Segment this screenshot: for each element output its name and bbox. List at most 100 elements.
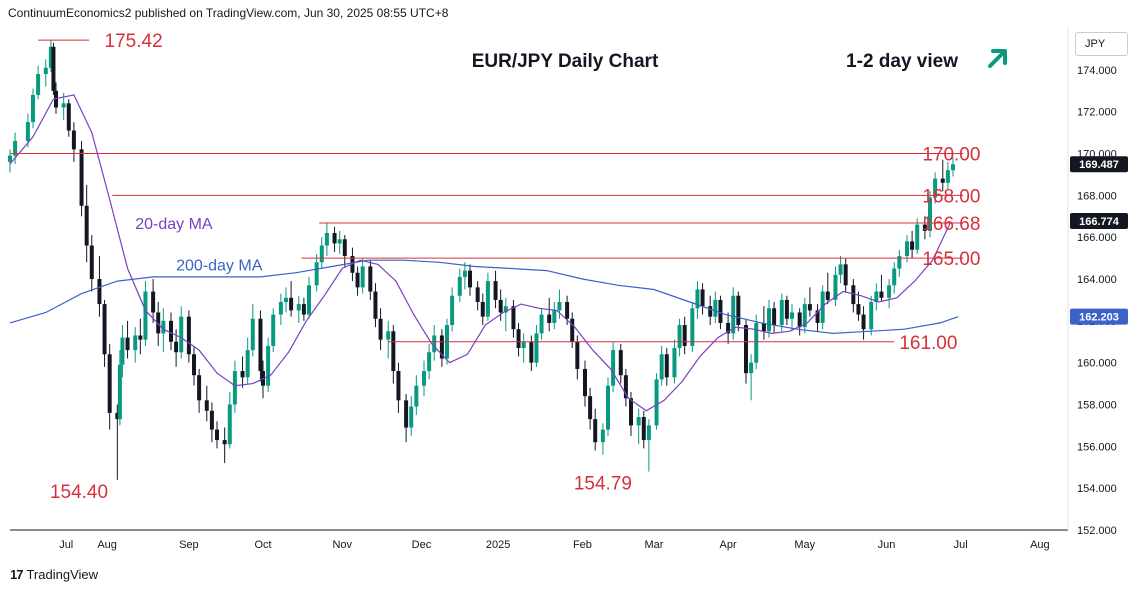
x-tick-label: Feb bbox=[573, 539, 592, 551]
ma-line bbox=[9, 259, 959, 335]
footer-brand[interactable]: TradingView bbox=[26, 567, 99, 582]
candle-body bbox=[784, 299, 789, 319]
candle-body bbox=[897, 255, 902, 269]
candle-body bbox=[337, 239, 342, 244]
candle bbox=[138, 318, 143, 355]
candle bbox=[682, 316, 687, 355]
candle-body bbox=[869, 302, 874, 330]
candle bbox=[102, 299, 107, 367]
candle bbox=[951, 157, 955, 177]
candle-body bbox=[289, 297, 294, 311]
view-label: 1-2 day view bbox=[846, 51, 958, 72]
candle-body bbox=[156, 312, 161, 334]
levels: 175.42 170.00 168.00 166.68 165.00 161.00 bbox=[10, 31, 980, 354]
candle bbox=[378, 308, 383, 351]
candle-body bbox=[355, 272, 360, 288]
candle-body bbox=[485, 281, 490, 317]
candle-body bbox=[409, 406, 414, 428]
candle bbox=[611, 341, 616, 392]
candle bbox=[511, 299, 516, 338]
candle-body bbox=[324, 232, 329, 246]
candle bbox=[583, 360, 587, 407]
level-label: 165.00 bbox=[922, 249, 980, 270]
candle bbox=[922, 216, 927, 240]
price-badge-label: 166.774 bbox=[1079, 216, 1120, 228]
candle bbox=[462, 262, 467, 290]
candle-body bbox=[726, 322, 731, 334]
x-tick-label: May bbox=[794, 539, 815, 551]
candle-body bbox=[575, 341, 580, 369]
chart-title: EUR/JPY Daily Chart bbox=[472, 51, 659, 72]
candle bbox=[772, 302, 777, 334]
candle-body bbox=[498, 299, 503, 313]
candle-body bbox=[215, 429, 219, 441]
candle bbox=[258, 310, 263, 382]
candle bbox=[266, 337, 271, 392]
candle-body bbox=[468, 270, 472, 288]
candle-body bbox=[307, 285, 311, 315]
candle-body bbox=[618, 350, 623, 376]
candle bbox=[422, 360, 426, 397]
candle bbox=[186, 310, 191, 363]
candle-body bbox=[552, 310, 557, 323]
candle-body bbox=[25, 122, 30, 141]
candle bbox=[404, 394, 409, 443]
candle-body bbox=[565, 302, 570, 319]
candle bbox=[547, 297, 552, 332]
candle-body bbox=[89, 245, 94, 279]
chart-attribution: ContinuumEconomics2 published on Trading… bbox=[8, 6, 449, 20]
candle-body bbox=[516, 329, 521, 349]
candle bbox=[475, 281, 480, 311]
candle bbox=[534, 325, 539, 367]
y-tick-label: 156.000 bbox=[1077, 441, 1117, 453]
candle-body bbox=[767, 308, 771, 332]
y-tick-label: 172.000 bbox=[1077, 107, 1117, 119]
candle-body bbox=[892, 268, 897, 286]
candle bbox=[192, 345, 196, 386]
level-label: 166.68 bbox=[922, 214, 980, 235]
candle bbox=[89, 235, 94, 292]
candle-body bbox=[232, 371, 237, 405]
candle-body bbox=[838, 264, 843, 275]
candle-body bbox=[439, 335, 444, 359]
annotation-label: 154.40 bbox=[50, 482, 108, 503]
candle-body bbox=[386, 331, 391, 340]
arrow-up-right-icon bbox=[988, 49, 1007, 68]
candle bbox=[289, 281, 294, 317]
candle bbox=[209, 402, 214, 443]
candle bbox=[414, 375, 419, 415]
candle bbox=[664, 348, 669, 386]
candle bbox=[940, 159, 945, 192]
candle-body bbox=[125, 337, 130, 351]
candle-body bbox=[179, 316, 184, 353]
candle-body bbox=[744, 325, 748, 374]
candle-body bbox=[539, 314, 544, 334]
candle-body bbox=[547, 314, 552, 323]
candle bbox=[169, 312, 173, 351]
candle bbox=[838, 255, 843, 284]
candle-body bbox=[342, 239, 347, 256]
candle-body bbox=[457, 276, 462, 296]
candle-body bbox=[493, 281, 498, 300]
y-tick-label: 158.000 bbox=[1077, 400, 1117, 412]
candles bbox=[8, 40, 955, 480]
level-label: 161.00 bbox=[899, 333, 957, 354]
x-tick-label: Jun bbox=[878, 539, 896, 551]
x-tick-label: Nov bbox=[332, 539, 352, 551]
candle-body bbox=[475, 287, 480, 303]
candle-body bbox=[373, 291, 378, 319]
candle-body bbox=[284, 297, 288, 303]
annotation-label: 200-day MA bbox=[176, 258, 263, 275]
candle-body bbox=[13, 140, 18, 156]
candle-body bbox=[319, 245, 324, 263]
candle bbox=[360, 258, 365, 294]
x-tick-label: Oct bbox=[254, 539, 271, 551]
candle-body bbox=[102, 304, 107, 355]
candle bbox=[767, 299, 771, 338]
candle-body bbox=[133, 335, 138, 351]
candle bbox=[79, 140, 84, 217]
candle-body bbox=[736, 295, 741, 326]
currency-selector[interactable]: JPY bbox=[1075, 32, 1128, 56]
candle-body bbox=[583, 368, 587, 397]
candle-body bbox=[432, 335, 437, 353]
